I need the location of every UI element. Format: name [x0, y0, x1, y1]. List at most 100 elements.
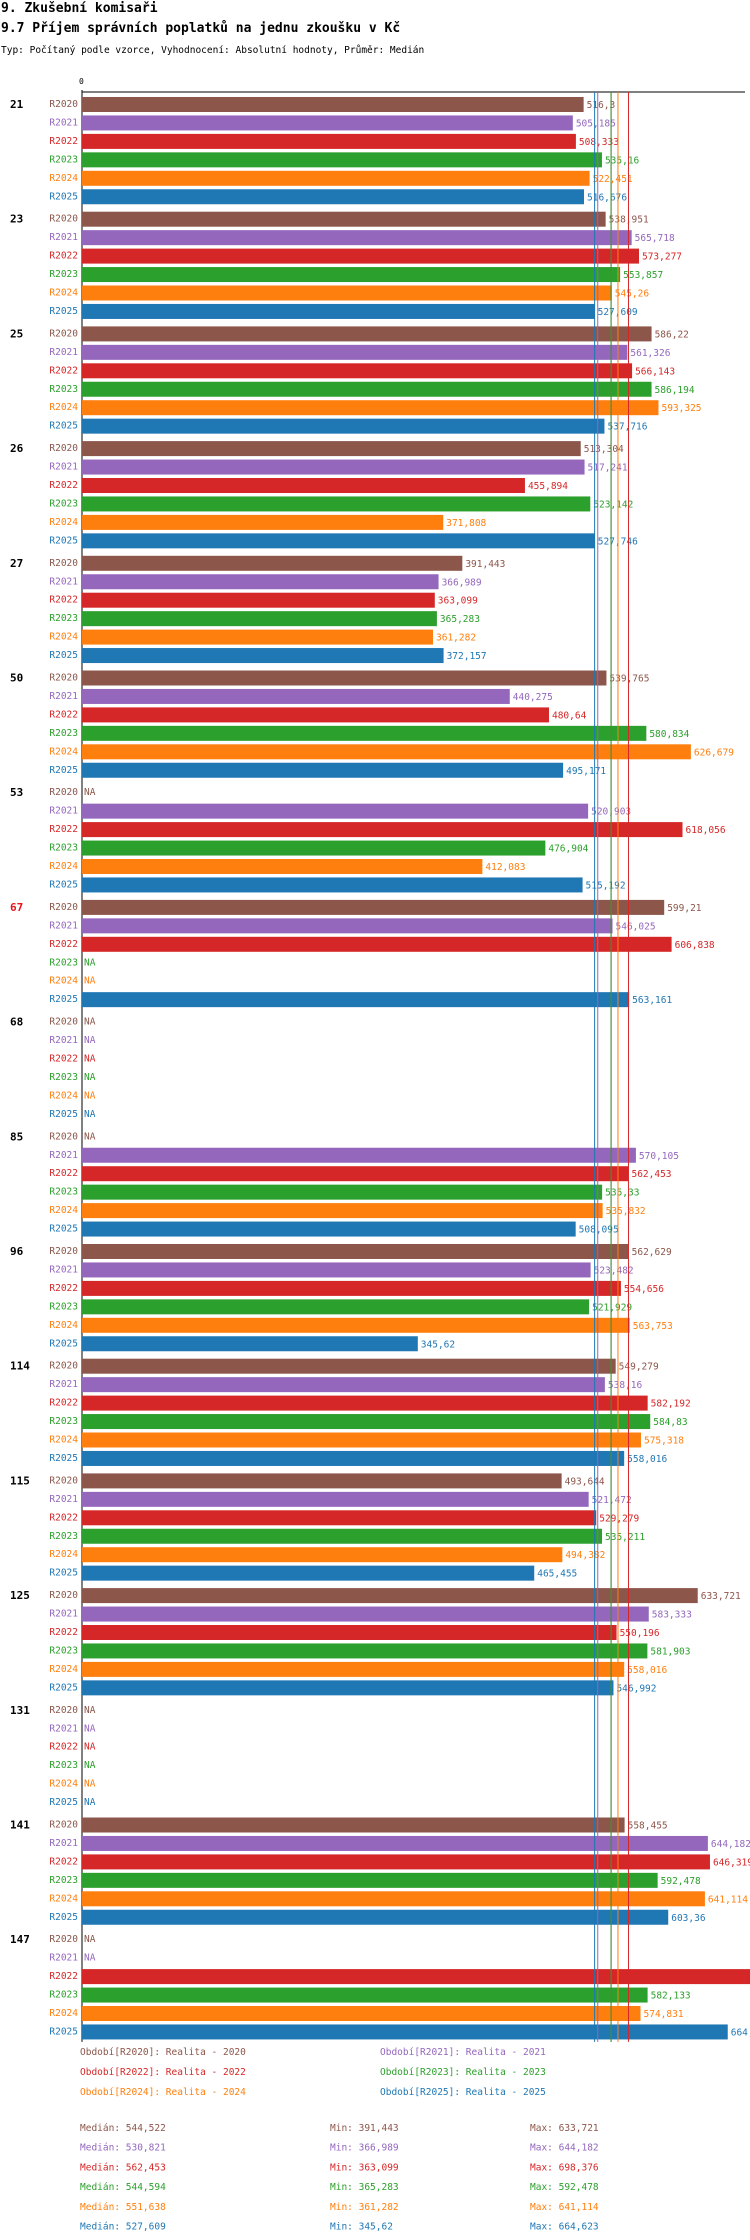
value-label: 566,143: [635, 366, 675, 377]
series-label: R2023: [49, 384, 78, 395]
value-label: 558,016: [627, 1454, 667, 1465]
series-label: R2024: [49, 1090, 78, 1101]
value-label-na: NA: [84, 1035, 96, 1046]
series-label: R2023: [49, 1301, 78, 1312]
data-bar: [82, 1336, 418, 1352]
series-label: R2024: [49, 1779, 78, 1790]
chart-type-description: Typ: Počítaný podle vzorce, Vyhodnocení:…: [1, 45, 425, 56]
series-label: R2020: [49, 1705, 78, 1716]
data-bar: [82, 1528, 603, 1544]
value-label-na: NA: [84, 1779, 96, 1790]
data-bar: [82, 1473, 562, 1489]
value-label-na: NA: [84, 957, 96, 968]
data-bar: [82, 744, 691, 760]
series-label: R2025: [49, 421, 78, 432]
value-label-na: NA: [84, 1760, 96, 1771]
category-label: 125: [10, 1589, 30, 1602]
series-label: R2023: [49, 1875, 78, 1886]
stat-median: Medián: 527,609: [80, 2222, 166, 2233]
series-label: R2020: [49, 558, 78, 569]
value-label: 584,83: [653, 1417, 687, 1428]
series-label: R2021: [49, 1494, 78, 1505]
value-label-na: NA: [84, 1072, 96, 1083]
value-label: 582,133: [651, 1991, 691, 2002]
category-label: 68: [10, 1016, 23, 1029]
series-label: R2020: [49, 443, 78, 454]
value-label: 495,171: [566, 766, 606, 777]
series-label: R2022: [49, 136, 78, 147]
value-label-na: NA: [84, 1017, 96, 1028]
value-label: 535,33: [605, 1188, 639, 1199]
data-bar: [82, 648, 444, 664]
series-label: R2025: [49, 765, 78, 776]
data-bar: [82, 1643, 648, 1659]
series-label: R2022: [49, 1512, 78, 1523]
data-bar: [82, 459, 585, 475]
series-label: R2021: [49, 1723, 78, 1734]
value-label: 599,21: [667, 903, 702, 914]
data-bar: [82, 592, 435, 608]
value-label: 575,318: [644, 1436, 684, 1447]
series-label: R2020: [49, 1017, 78, 1028]
data-bar: [82, 1625, 617, 1640]
series-label: R2022: [49, 709, 78, 720]
value-label: 345,62: [421, 1339, 455, 1350]
stat-min: Min: 361,282: [330, 2202, 399, 2213]
series-label: R2022: [49, 1742, 78, 1753]
value-label: 562,629: [632, 1247, 672, 1258]
category-label: 141: [10, 1819, 30, 1832]
series-label: R2023: [49, 1187, 78, 1198]
value-label: 363,099: [438, 596, 478, 607]
value-label: 535,832: [606, 1206, 646, 1217]
series-label: R2020: [49, 1820, 78, 1831]
series-label: R2025: [49, 1224, 78, 1235]
series-label: R2021: [49, 920, 78, 931]
series-label: R2023: [49, 613, 78, 624]
category-label: 67: [10, 901, 23, 914]
series-label: R2024: [49, 288, 78, 299]
series-label: R2020: [49, 328, 78, 339]
value-label: 366,989: [442, 577, 482, 588]
value-label: 626,679: [694, 747, 734, 758]
value-label: 508,333: [579, 137, 619, 148]
value-label: 522,451: [593, 174, 633, 185]
stat-median: Medián: 544,522: [80, 2123, 166, 2134]
value-label: 535,16: [605, 155, 640, 166]
value-label: 529,279: [599, 1513, 639, 1524]
value-label: 505,185: [576, 118, 616, 129]
category-label: 50: [10, 672, 23, 685]
data-bar: [82, 1588, 698, 1604]
value-label: 546,025: [616, 921, 656, 932]
value-label: 508,095: [579, 1225, 619, 1236]
series-label: R2022: [49, 595, 78, 606]
value-label: 480,64: [552, 710, 587, 721]
category-label: 147: [10, 1933, 30, 1946]
value-label: 517,241: [588, 463, 628, 474]
series-label: R2024: [49, 632, 78, 643]
category-label: 23: [10, 213, 23, 226]
category-label: 85: [10, 1130, 23, 1143]
data-bar: [82, 1280, 621, 1296]
data-bar: [82, 859, 483, 874]
series-label: R2023: [49, 728, 78, 739]
value-label-na: NA: [84, 1723, 96, 1734]
value-label: 391,443: [465, 559, 505, 570]
value-label-na: NA: [84, 1109, 96, 1120]
series-label: R2024: [49, 1664, 78, 1675]
value-label: 583,333: [652, 1610, 692, 1621]
value-label: 412,083: [485, 862, 525, 873]
value-label: 371,808: [446, 518, 486, 529]
stat-max: Max: 592,478: [530, 2182, 599, 2193]
series-label: R2024: [49, 1205, 78, 1216]
value-label: 372,157: [447, 651, 487, 662]
series-label: R2022: [49, 1168, 78, 1179]
data-bar: [82, 574, 439, 590]
series-label: R2020: [49, 902, 78, 913]
series-label: R2023: [49, 1645, 78, 1656]
series-label: R2023: [49, 843, 78, 854]
series-label: R2022: [49, 365, 78, 376]
data-bar: [82, 211, 606, 227]
legend-item: Období[R2023]: Realita - 2023: [380, 2067, 546, 2078]
data-bar: [82, 248, 639, 264]
value-label: 494,382: [565, 1550, 605, 1561]
